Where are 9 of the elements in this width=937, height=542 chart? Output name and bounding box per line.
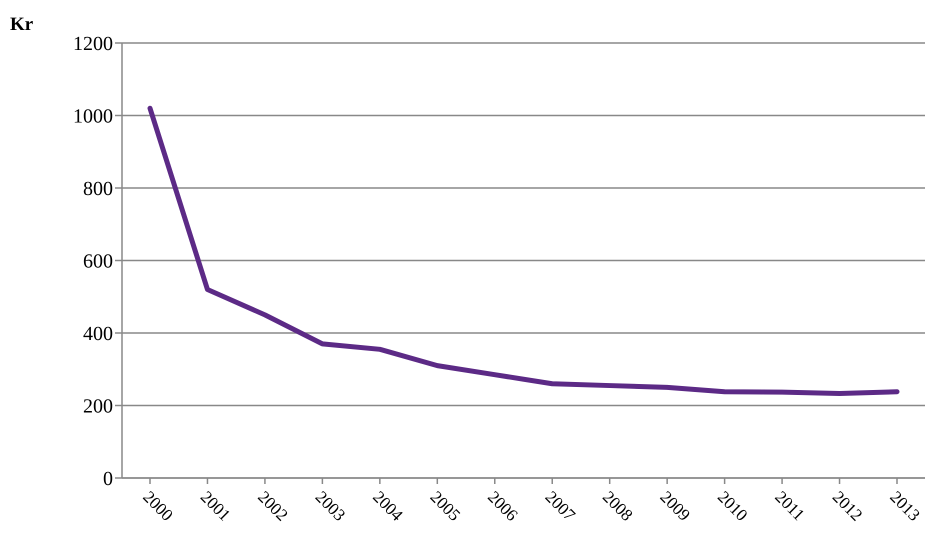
y-tick-label: 1000 bbox=[73, 106, 113, 128]
y-tick-label: 800 bbox=[83, 178, 113, 200]
x-tick-label: 2007 bbox=[542, 487, 580, 526]
y-tick-label: 400 bbox=[83, 323, 113, 346]
y-tick-label: 0 bbox=[103, 468, 113, 490]
y-tick-label: 1200 bbox=[73, 33, 113, 56]
y-tick-label: 200 bbox=[83, 396, 113, 418]
y-tick-label: 600 bbox=[83, 250, 113, 273]
y-axis-title: Kr bbox=[10, 14, 34, 36]
